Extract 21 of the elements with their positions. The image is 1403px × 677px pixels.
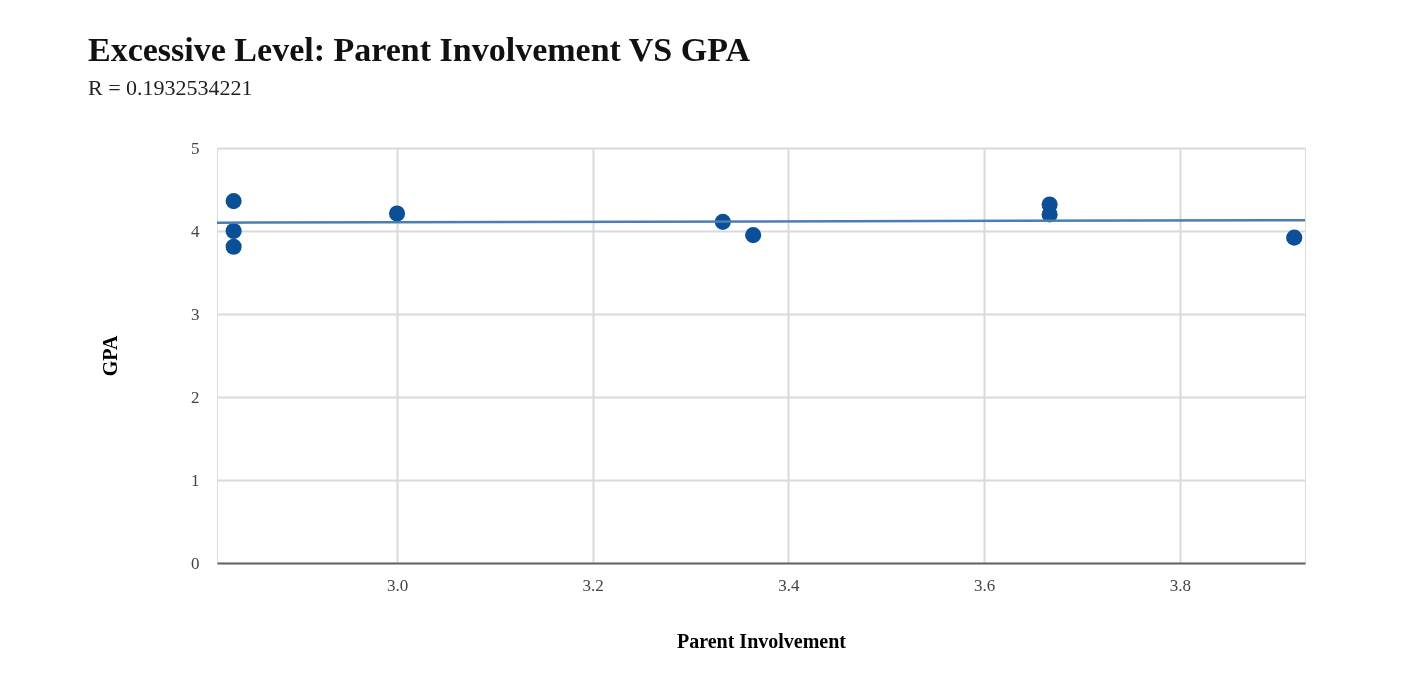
y-tick-label: 2 — [191, 387, 200, 407]
point — [388, 205, 406, 222]
point — [225, 238, 242, 255]
point — [1286, 229, 1303, 246]
y-tick-label: 0 — [191, 553, 200, 573]
y-tick-label: 1 — [191, 470, 200, 490]
chart-title: Excessive Level: Parent Involvement VS GPA — [88, 31, 751, 68]
chart-subtitle: R = 0.1932534221 — [88, 75, 253, 100]
y-tick-label: 3 — [191, 304, 200, 324]
x-axis-title: Parent Involvement — [676, 629, 847, 652]
y-axis-title: GPA — [99, 335, 121, 377]
point — [225, 193, 242, 210]
x-tick-label: 3.8 — [1169, 575, 1191, 595]
x-tick-label: 3.4 — [778, 575, 801, 595]
x-tick-label: 3.0 — [386, 575, 409, 595]
x-tick-label: 3.2 — [582, 575, 604, 595]
point — [225, 222, 242, 240]
point — [745, 227, 762, 244]
y-tick-label: 5 — [191, 138, 200, 158]
x-tick-label: 3.6 — [973, 575, 996, 595]
y-tick-label: 4 — [191, 221, 200, 241]
